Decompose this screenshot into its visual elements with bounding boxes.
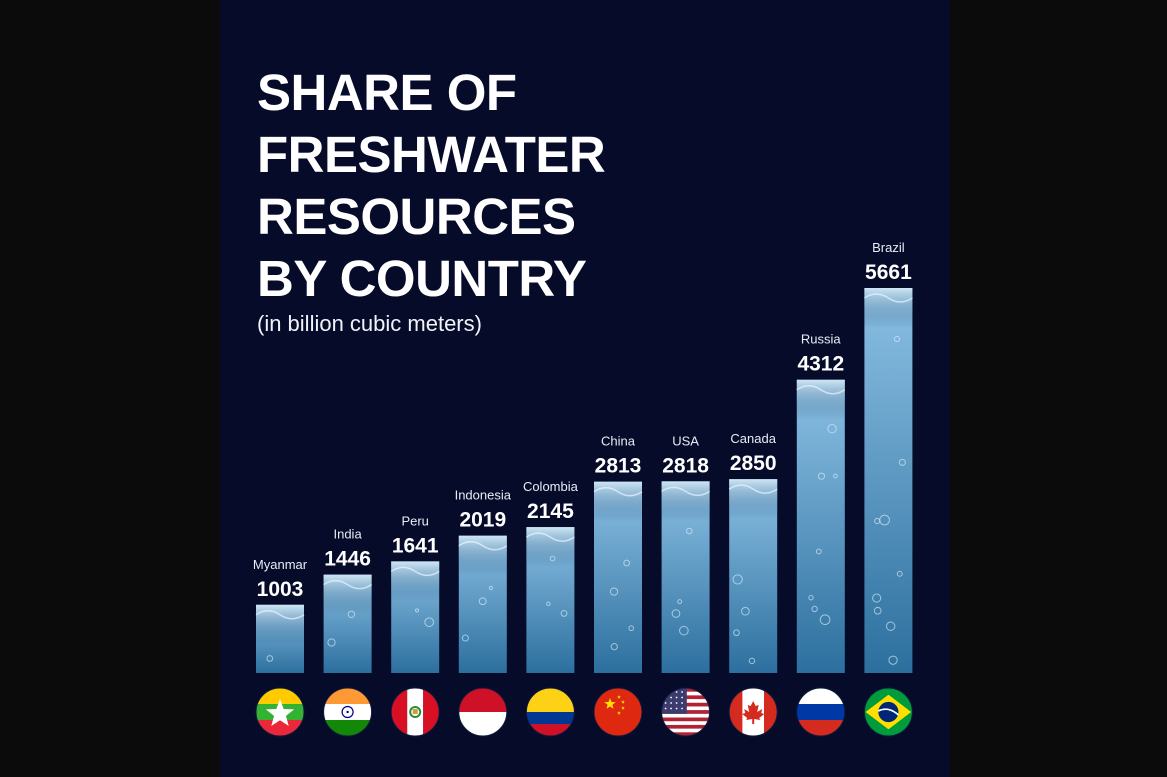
usa-flag-icon (661, 687, 711, 737)
colombia-flag-icon (525, 687, 575, 737)
value-label-canada: 2850 (730, 452, 777, 475)
canada-flag-icon (728, 687, 778, 737)
bubble (827, 423, 837, 434)
value-label-indonesia: 2019 (459, 509, 506, 532)
bar-canada (728, 479, 778, 673)
indonesia-flag-icon (458, 687, 508, 737)
bar-fill-brazil (864, 288, 913, 673)
bar-brazil (863, 288, 913, 673)
bubble (414, 608, 420, 613)
country-label-usa: USA (672, 433, 699, 448)
bubble (424, 617, 435, 628)
bubble (609, 587, 619, 596)
value-label-myanmar: 1003 (257, 578, 304, 601)
myanmar-flag-icon (255, 687, 305, 737)
bubble (832, 473, 838, 479)
bubble (623, 559, 631, 567)
bar-usa (661, 481, 711, 673)
labels-layer: Myanmar 1003 India 1446 Peru 1641 Indonesia 201… (253, 240, 912, 601)
bar-wave-usa (661, 486, 711, 497)
bubble (488, 585, 493, 591)
bar-chart: Myanmar 1003 India 1446 Peru 1641 Indonesia 201… (253, 240, 913, 737)
country-label-myanmar: Myanmar (253, 557, 308, 572)
bubble (266, 655, 274, 662)
bubble (811, 605, 818, 613)
bubble (478, 597, 487, 606)
bar-colombia (525, 527, 575, 673)
bar-wave-india (323, 579, 373, 590)
bubble (732, 574, 743, 585)
bubble (888, 655, 898, 665)
value-label-peru: 1641 (392, 534, 439, 557)
bar-india (323, 574, 373, 673)
value-label-colombia: 2145 (527, 500, 574, 523)
value-label-russia: 4312 (797, 353, 844, 376)
country-label-russia: Russia (801, 332, 842, 347)
bubble (896, 570, 903, 577)
flags-layer (255, 687, 913, 737)
country-label-india: India (333, 527, 362, 542)
value-label-usa: 2818 (662, 454, 709, 477)
bubble (677, 599, 683, 605)
bar-russia (796, 379, 846, 673)
india-flag-icon (323, 687, 373, 737)
china-flag-icon (593, 687, 643, 737)
bubble (549, 555, 556, 562)
bar-indonesia (458, 535, 508, 673)
value-label-china: 2813 (595, 455, 642, 478)
bars-layer (255, 288, 913, 673)
country-label-colombia: Colombia (523, 479, 579, 494)
bar-china (593, 481, 643, 673)
bar-peru (390, 561, 440, 673)
brazil-flag-icon (863, 687, 913, 737)
infographic-panel: SHARE OF FRESHWATER RESOURCES BY COUNTRY… (220, 0, 950, 777)
bar-wave-china (593, 486, 643, 497)
bubble (886, 621, 896, 631)
bar-wave-canada (728, 484, 778, 494)
bubble (741, 606, 750, 616)
bar-myanmar (255, 604, 305, 673)
chart-subtitle: (in billion cubic meters) (257, 311, 482, 336)
bubble (808, 595, 814, 601)
chart-title: SHARE OF FRESHWATER RESOURCES BY COUNTRY (257, 64, 606, 307)
bubble (560, 609, 568, 617)
bubble (546, 601, 551, 607)
bubble (733, 629, 740, 637)
bubble (679, 625, 689, 636)
bubble (819, 614, 831, 626)
country-label-indonesia: Indonesia (455, 488, 512, 503)
bubble (893, 335, 901, 343)
bubble (610, 643, 618, 651)
bar-wave-peru (390, 566, 440, 577)
bubble (817, 472, 826, 480)
bubble (461, 634, 469, 642)
country-label-china: China (601, 434, 636, 449)
bubble (628, 625, 635, 632)
peru-flag-icon (390, 687, 440, 737)
bubble (671, 609, 681, 618)
bar-wave-russia (796, 384, 846, 395)
value-label-brazil: 5661 (865, 261, 912, 284)
bar-fill-russia (796, 379, 845, 673)
bubble (748, 657, 756, 665)
bar-wave-colombia (525, 532, 575, 542)
bubble (327, 638, 336, 647)
country-label-peru: Peru (401, 513, 428, 528)
bubble (815, 548, 822, 555)
bubble (872, 593, 882, 603)
country-label-brazil: Brazil (872, 240, 905, 255)
bubble (347, 610, 356, 619)
value-label-india: 1446 (324, 548, 371, 571)
bubble (898, 458, 906, 466)
bubble (879, 514, 890, 526)
country-label-canada: Canada (730, 431, 776, 446)
bar-wave-myanmar (255, 610, 305, 620)
bar-wave-indonesia (458, 540, 508, 551)
bubble (686, 527, 693, 535)
bubble (873, 606, 882, 615)
bar-wave-brazil (863, 293, 913, 303)
russia-flag-icon (796, 687, 846, 737)
